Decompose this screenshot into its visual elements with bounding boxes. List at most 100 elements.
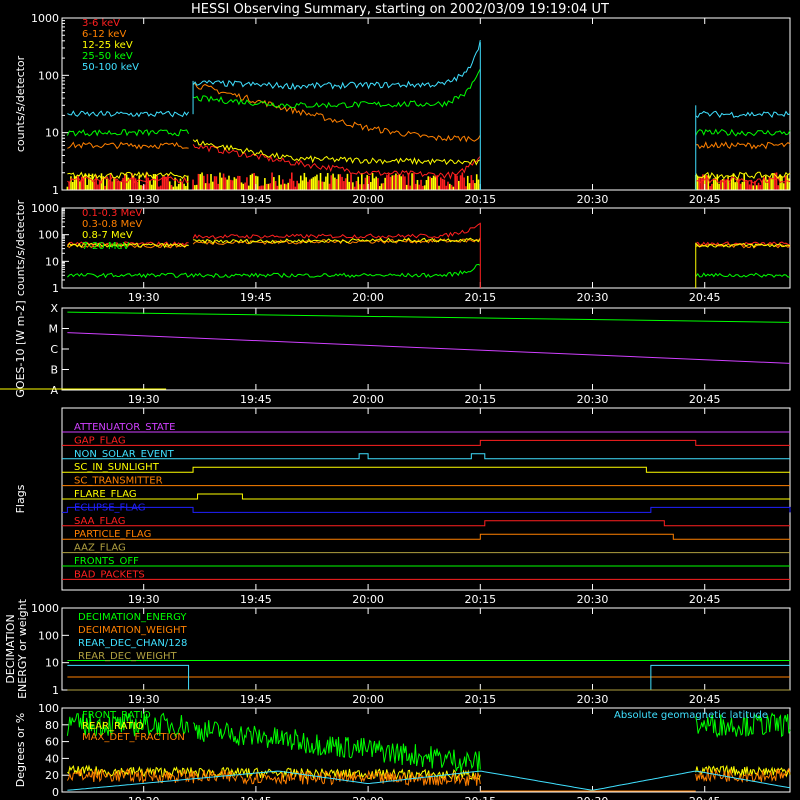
panel1-axes-box xyxy=(61,17,791,191)
panel1-series-line xyxy=(67,110,190,118)
panel1-series-line xyxy=(66,129,190,137)
panel1-legend-entry: 3-6 keV xyxy=(82,18,120,29)
panel5-ylabel: ENERGY or weight xyxy=(16,598,29,698)
panel4-flag-label: ATTENUATOR_STATE xyxy=(74,422,175,433)
panel6-xtick-label: 20:15 xyxy=(464,795,496,800)
panel2-series-line xyxy=(67,241,189,247)
panel4-flag-line xyxy=(62,466,790,473)
panel1-legend-entry: 6-12 keV xyxy=(82,29,126,40)
panel5-xtick-label: 19:45 xyxy=(240,693,272,706)
panel3-ytick-label: M xyxy=(49,323,59,336)
panel4-flag-line xyxy=(62,533,790,540)
panel4-flag-label: SC_TRANSMITTER xyxy=(74,476,163,487)
panel1-ytick-label: 100 xyxy=(38,69,59,82)
panel1-legend-entry: 12-25 keV xyxy=(82,40,133,51)
panel1-series-line xyxy=(192,144,481,180)
panel2-series-line xyxy=(66,242,189,249)
panel1-xtick-label: 19:30 xyxy=(128,193,160,206)
panel1-legend-entry: 50-100 keV xyxy=(82,62,139,73)
panel5-xtick-label: 20:15 xyxy=(464,693,496,706)
panel6-xtick-label: 20:30 xyxy=(577,795,609,800)
panel6-legend-entry: Absolute geomagnetic latitude xyxy=(614,710,768,721)
panel5-frame: 19:30 19:45 20:00 20:15 20:30 20:45 DECIMATION… xyxy=(4,598,791,706)
panel6-ytick-label: 40 xyxy=(45,752,59,765)
panel2-series-line xyxy=(695,241,791,247)
panel6-series-line xyxy=(695,767,791,783)
panel4-flag-line xyxy=(62,520,790,527)
panel6-series-line xyxy=(695,712,791,738)
panel3-xtick-label: 20:00 xyxy=(352,393,384,406)
panel3-ytick-label: X xyxy=(50,302,58,315)
panel4-xtick-label: 20:30 xyxy=(577,593,609,606)
panel2-xtick-label: 20:15 xyxy=(464,291,496,304)
panel4-flag-label: AAZ_FLAG xyxy=(74,543,126,554)
panel4-flag-label: GAP_FLAG xyxy=(74,435,126,446)
panel6-ytick-label: 20 xyxy=(45,769,59,782)
panel4-flag-line xyxy=(62,506,791,513)
panel1-series-line xyxy=(192,138,481,166)
panel2-legend-entry: 7-20 MeV xyxy=(82,241,130,252)
panel1-xtick-label: 20:30 xyxy=(577,193,609,206)
panel3-xtick-label: 20:30 xyxy=(577,393,609,406)
panel3-goes-line xyxy=(67,311,791,323)
panel6-series-line xyxy=(67,770,791,791)
panel4-xtick-label: 19:45 xyxy=(240,593,272,606)
panel4-flag-label: ECLIPSE_FLAG xyxy=(74,502,145,513)
panel4-flag-line xyxy=(62,493,790,500)
panel6-xtick-label: 20:45 xyxy=(689,795,721,800)
panel2-frame: 19:30 19:45 20:00 20:15 20:30 20:45 counts/s/d… xyxy=(14,199,791,304)
panel6-xtick-label: 20:00 xyxy=(352,795,384,800)
panel3-xtick-label: 19:30 xyxy=(128,393,160,406)
panel2-series-line xyxy=(695,242,791,248)
panel5-ytick-label: 1 xyxy=(52,684,59,697)
panel1-ytick-label: 10 xyxy=(45,127,59,140)
panel4-xtick-label: 20:45 xyxy=(689,593,721,606)
panel6-xtick-label: 19:30 xyxy=(128,795,160,800)
panel1-ytick-label: 1000 xyxy=(31,12,59,25)
panel3-frame: 19:30 19:45 20:00 20:15 20:30 20:45 GOES-10 [W… xyxy=(14,300,791,406)
panel3-ytick-label: B xyxy=(50,364,58,377)
panel5-legend-entry: REAR_DEC_CHAN/128 xyxy=(78,638,187,649)
panel5-legend-entry: DECIMATION_ENERGY xyxy=(78,612,187,623)
panel5-ylabel: DECIMATION xyxy=(4,614,17,683)
panel6-ytick-label: 100 xyxy=(38,702,59,715)
panel4-flag-label: NON_SOLAR_EVENT xyxy=(74,449,175,460)
panel5-xtick-label: 20:00 xyxy=(352,693,384,706)
panel1-series-line xyxy=(192,39,481,91)
panel1-frame: 19:30 19:45 20:00 20:15 20:30 20:45 counts/s/d… xyxy=(14,17,791,206)
panel2-series-line xyxy=(192,237,481,246)
panel2-legend-entry: 0.8-7 MeV xyxy=(82,230,133,241)
panel2-legend-entry: 0.1-0.3 MeV xyxy=(82,208,142,219)
panel1-series-line xyxy=(695,110,791,119)
panel4-flag-line xyxy=(62,453,790,460)
panel2-xtick-label: 19:45 xyxy=(240,291,272,304)
panel2-xtick-label: 20:45 xyxy=(689,291,721,304)
panel5-xtick-label: 20:30 xyxy=(577,693,609,706)
panel3-ytick-label: C xyxy=(50,343,58,356)
panel4-xtick-label: 20:00 xyxy=(352,593,384,606)
panel6-series-line xyxy=(66,712,190,738)
panel1-legend-entry: 25-50 keV xyxy=(82,51,133,62)
panel5-ytick-label: 10 xyxy=(45,657,59,670)
panel2-series-line xyxy=(695,272,791,278)
panel6-ytick-label: 0 xyxy=(52,786,59,799)
panel1-ylabel: counts/s/detector xyxy=(14,55,27,152)
panel4-flag-line xyxy=(62,439,790,446)
panel6-series-line xyxy=(192,720,481,773)
panel6-frame: 19:30 19:45 20:00 20:15 20:30 20:45 Degrees or… xyxy=(14,707,791,800)
panel4-ylabel: Flags xyxy=(14,484,27,513)
panel4-flag-label: SAA_FLAG xyxy=(74,516,125,527)
panel1-xtick-label: 20:00 xyxy=(352,193,384,206)
panel2-series-line xyxy=(67,243,189,249)
panel4-flag-label: PARTICLE_FLAG xyxy=(74,529,151,540)
panel1-xtick-label: 20:45 xyxy=(689,193,721,206)
panel3-xtick-label: 20:45 xyxy=(689,393,721,406)
panel6-series-line xyxy=(66,767,481,787)
panel1-ytick-label: 1 xyxy=(52,184,59,197)
panel3-ylabel: GOES-10 [W m-2] xyxy=(14,300,27,397)
panel5-ytick-label: 100 xyxy=(38,629,59,642)
panel2-ytick-label: 10 xyxy=(45,255,59,268)
panel2-ytick-label: 1000 xyxy=(31,202,59,215)
panel3-xtick-label: 19:45 xyxy=(240,393,272,406)
